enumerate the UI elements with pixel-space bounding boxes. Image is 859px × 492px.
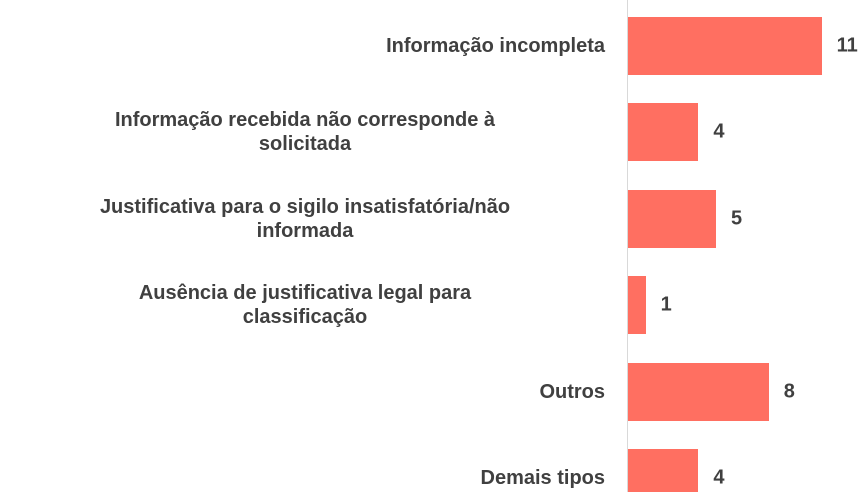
category-label: Informação recebida não corresponde à so… bbox=[114, 109, 496, 156]
bar bbox=[628, 276, 646, 335]
category-label: Demais tipos bbox=[480, 467, 605, 489]
value-label: 8 bbox=[783, 380, 795, 403]
category-label: Outros bbox=[539, 380, 605, 403]
bar bbox=[628, 103, 699, 162]
value-label: 4 bbox=[713, 120, 725, 143]
bar bbox=[628, 362, 769, 421]
bar bbox=[628, 17, 822, 75]
axis-line bbox=[627, 0, 628, 492]
value-label: 5 bbox=[731, 207, 743, 230]
value-label: 1 bbox=[660, 293, 672, 316]
category-label: Justificativa para o sigilo insatisfatór… bbox=[99, 195, 511, 242]
bar bbox=[628, 449, 699, 492]
category-label: Informação incompleta bbox=[386, 35, 605, 57]
category-label: Ausência de justificativa legal para cla… bbox=[138, 282, 472, 329]
value-label: 4 bbox=[713, 466, 725, 489]
bar bbox=[628, 189, 716, 248]
value-label: 11 bbox=[836, 34, 858, 57]
